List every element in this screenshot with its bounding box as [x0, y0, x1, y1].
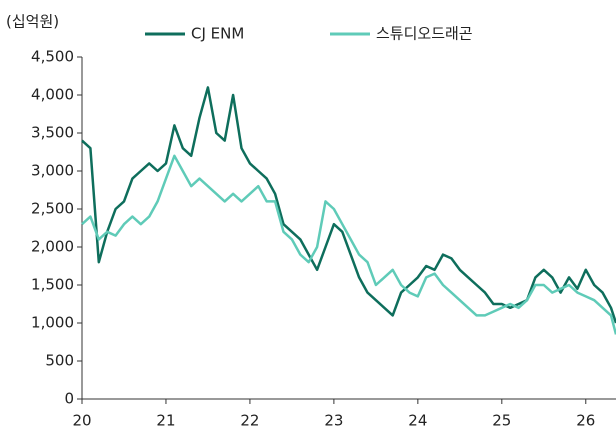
x-tick-label: 21 — [156, 412, 175, 430]
series-line — [81, 86, 616, 324]
x-tick-label: 24 — [408, 412, 427, 430]
y-tick-label: 0 — [64, 390, 74, 408]
legend-label: 스튜디오드래곤 — [376, 25, 473, 43]
y-tick-label: 3,000 — [31, 162, 74, 180]
y-tick-label: 4,000 — [31, 86, 74, 104]
y-tick-label: 2,500 — [31, 200, 74, 218]
x-tick-label: 25 — [492, 412, 511, 430]
y-tick-label: 1,000 — [31, 314, 74, 332]
series-line — [81, 154, 616, 335]
legend-label: CJ ENM — [191, 25, 244, 43]
y-tick-label: 4,500 — [31, 48, 74, 66]
y-tick-label: 1,500 — [31, 276, 74, 294]
x-tick-label: 20 — [72, 412, 91, 430]
x-tick-label: 26 — [576, 412, 595, 430]
x-tick-label: 22 — [240, 412, 259, 430]
x-tick-label: 23 — [324, 412, 343, 430]
y-tick-label: 2,000 — [31, 238, 74, 256]
y-axis-label: (십억원) — [6, 13, 59, 31]
y-tick-label: 500 — [45, 352, 74, 370]
y-tick-label: 3,500 — [31, 124, 74, 142]
